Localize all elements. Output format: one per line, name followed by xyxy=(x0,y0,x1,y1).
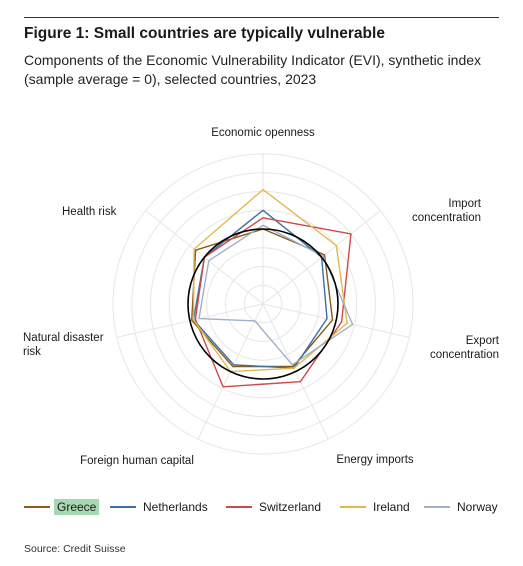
legend-swatch-ireland xyxy=(340,506,366,508)
legend-item-switzerland: Switzerland xyxy=(226,499,324,515)
radar-series xyxy=(187,188,354,388)
axis-label-health-risk: Health risk xyxy=(62,206,117,218)
figure-subtitle: Components of the Economic Vulnerability… xyxy=(24,52,482,87)
legend-swatch-netherlands xyxy=(110,506,136,508)
radar-axis-labels: Economic openness Import concentration Expo… xyxy=(23,127,500,467)
legend-swatch-norway xyxy=(424,506,450,508)
series-line-switzerland xyxy=(194,217,352,388)
legend-swatch-switzerland xyxy=(226,506,252,508)
axis-label-export-concentration: Export concentration xyxy=(430,335,500,361)
legend-label-greece: Greece xyxy=(54,499,100,515)
series-line-ireland xyxy=(192,188,348,373)
legend-item-netherlands: Netherlands xyxy=(110,499,211,515)
sample-average-circle xyxy=(187,228,339,380)
axis-label-natural-disaster-risk: Natural disaster risk xyxy=(23,332,104,358)
figure-title: Figure 1: Small countries are typically … xyxy=(24,25,385,42)
axis-label-energy-imports: Energy imports xyxy=(336,454,414,466)
legend-label-norway: Norway xyxy=(457,500,498,514)
legend-item-norway: Norway xyxy=(424,499,501,515)
legend-label-ireland: Ireland xyxy=(373,500,410,514)
legend-item-greece: Greece xyxy=(24,499,100,515)
legend-label-switzerland: Switzerland xyxy=(259,500,322,514)
legend-label-netherlands: Netherlands xyxy=(143,500,208,514)
legend-swatch-greece xyxy=(24,506,50,508)
radar-grid xyxy=(112,153,414,455)
axis-label-economic-openness: Economic openness xyxy=(211,127,315,139)
radar-chart: Economic openness Import concentration Expo… xyxy=(23,127,500,467)
source-note: Source: Credit Suisse xyxy=(24,543,126,555)
axis-label-import-concentration: Import concentration xyxy=(412,198,482,224)
top-rule xyxy=(24,17,499,18)
legend: Greece Netherlands Switzerland Ireland N… xyxy=(24,499,504,517)
axis-label-foreign-human-capital: Foreign human capital xyxy=(80,455,194,467)
legend-item-ireland: Ireland xyxy=(340,499,413,515)
